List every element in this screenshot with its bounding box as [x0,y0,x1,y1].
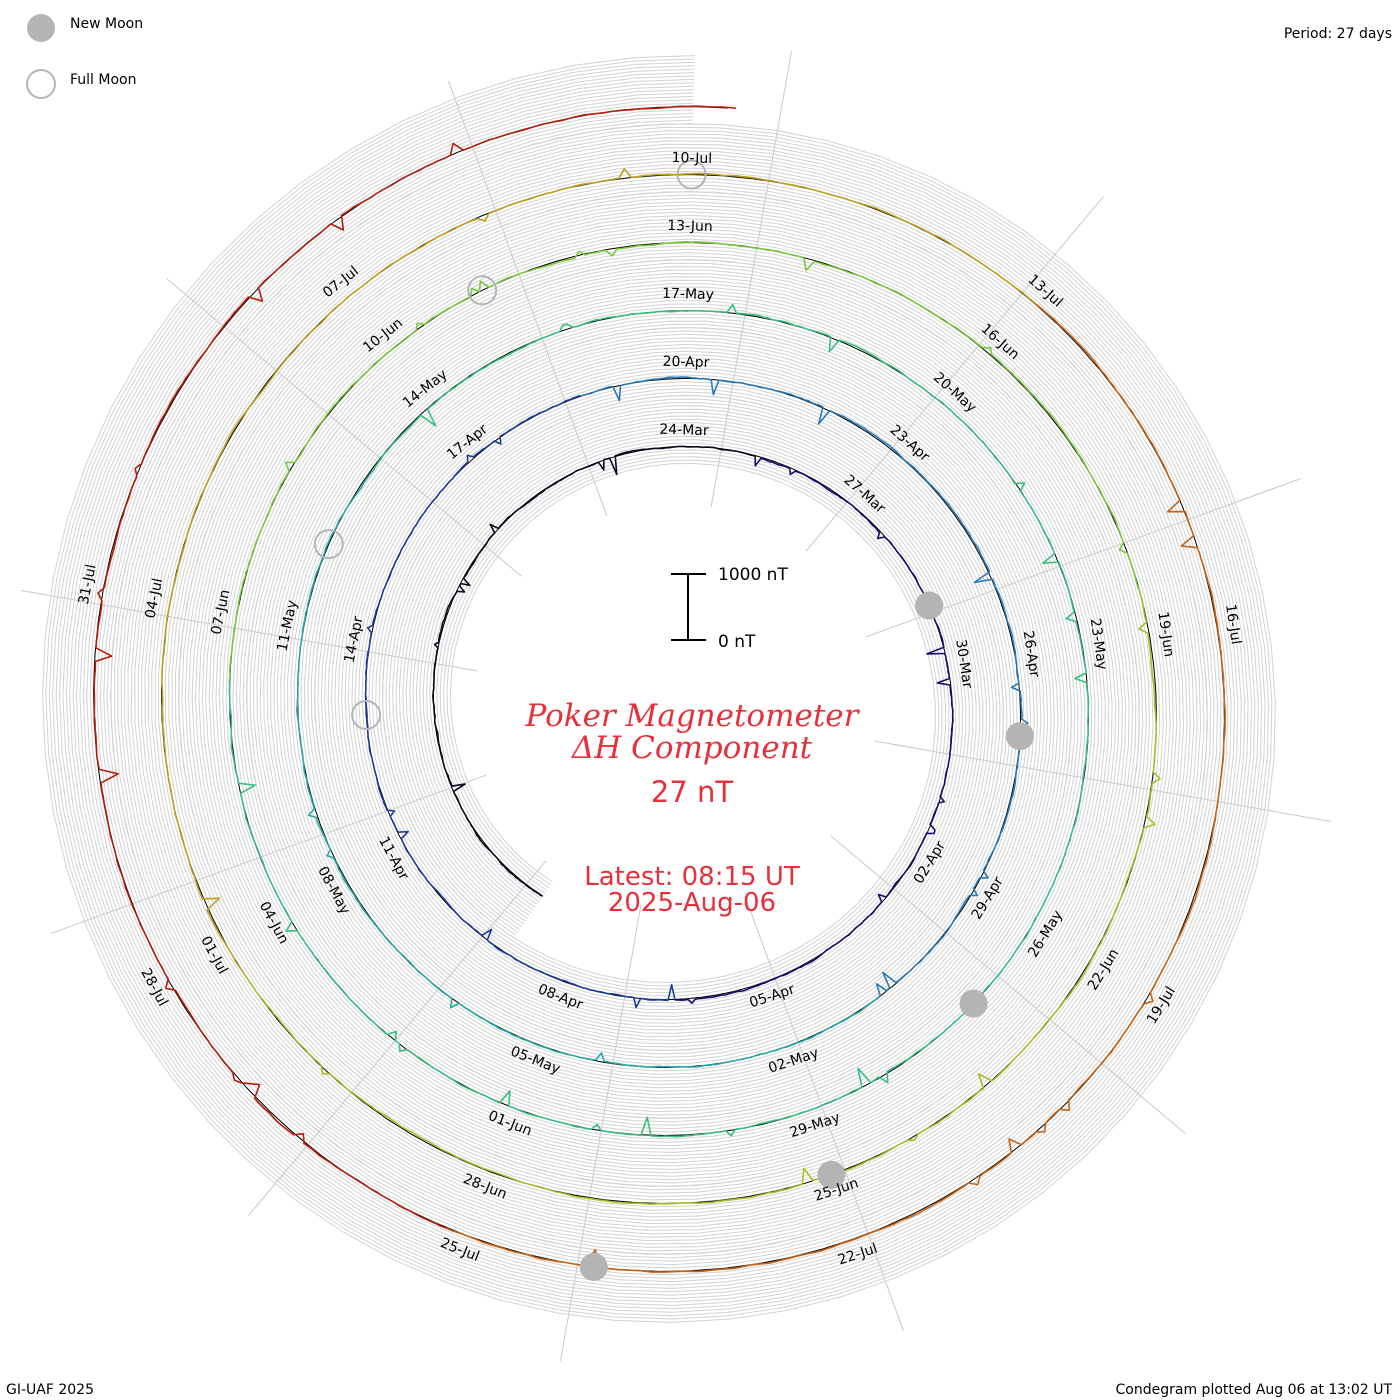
delta-h-trace-segment [241,589,1161,1205]
date-label: 19-Jun [1154,611,1176,658]
delta-h-trace-segment [228,679,1067,1138]
delta-h-trace-segment [373,303,1090,854]
date-label: 11-May [275,599,301,653]
spiral-grid-line [62,75,1256,1303]
date-label: 16-Jul [1222,603,1244,645]
delta-h-trace-segment [228,241,1140,681]
date-label: 26-Apr [1020,630,1043,679]
new-moon-marker [817,1160,846,1189]
new-moon-marker [915,591,944,620]
date-label: 24-Mar [659,422,709,439]
date-label: 20-Apr [662,354,709,371]
delta-h-trace-segment [431,445,756,897]
date-label: 23-May [1087,617,1110,671]
spiral-grid-line [69,82,1249,1296]
data-series [93,105,1226,1273]
delta-h-trace-segment [445,299,1226,1273]
credit-label: GI-UAF 2025 [6,1382,94,1398]
moon-markers [313,159,1034,1281]
full-moon-marker [351,700,382,730]
date-label: 07-Jun [209,588,234,636]
full-moon-legend-label: Full Moon [70,72,136,88]
spiral-grid-line [96,109,1222,1269]
date-label: 13-Jun [667,218,713,235]
spiral-grid-line [103,116,1215,1262]
chart-title-line1: Poker Magnetometer [525,698,861,734]
new-moon-marker [959,989,988,1018]
spiral-grid-line [58,72,1259,1306]
chart-title-line2: ΔH Component [571,730,813,766]
spiral-grid-line [52,65,1266,1313]
full-moon-legend-icon [26,69,56,99]
spiral-grid-line [89,102,1229,1276]
new-moon-marker [1006,722,1034,751]
spiral-grid-line [86,99,1232,1279]
new-moon-legend-icon [27,14,55,42]
radial-grid-line [560,904,642,1361]
latest-time: Latest: 08:15 UT [584,862,800,892]
new-moon-marker [579,1253,608,1281]
delta-h-trace-segment [579,376,1029,1000]
new-moon-legend-label: New Moon [70,16,143,32]
spiral-grid-line [41,55,1276,1323]
date-label: 10-Jul [671,150,712,167]
full-moon-marker [467,275,498,306]
radial-grid-line [21,590,478,672]
date-label: 14-Apr [342,615,367,664]
full-moon-marker [676,159,707,190]
plotted-label: Condegram plotted Aug 06 at 13:02 UT [1116,1382,1393,1398]
date-label: 30-Mar [952,638,975,689]
spiral-grid-line [45,58,1273,1320]
latest-date: 2025-Aug-06 [608,888,776,918]
spiral-grid-line [72,85,1246,1293]
spiral-grid-line [75,89,1242,1289]
delta-h-trace-segment [161,168,1032,972]
spiral-grid-line [99,112,1219,1266]
delta-h-trace-segment [674,456,954,1005]
spiral-grid-line [106,119,1212,1259]
date-label: 26-May [1025,908,1066,960]
spiral-grid-line [48,61,1270,1317]
delta-h-trace-segment [93,105,736,1229]
current-value: 27 nT [651,775,733,809]
radial-grid-line [710,51,792,508]
scale-top-label: 1000 nT [718,565,788,585]
scale-bottom-label: 0 nT [718,632,756,652]
full-moon-marker [313,529,344,560]
spiral-grid-line [65,78,1253,1300]
delta-h-trace-segment [364,394,676,1009]
spiral-grid-line [55,68,1263,1310]
delta-h-trace-segment [296,468,878,1068]
date-label: 17-May [662,286,714,304]
period-label: Period: 27 days [1284,26,1392,42]
spiral-grid-line [79,92,1239,1286]
spiral-grid-line [82,95,1236,1283]
